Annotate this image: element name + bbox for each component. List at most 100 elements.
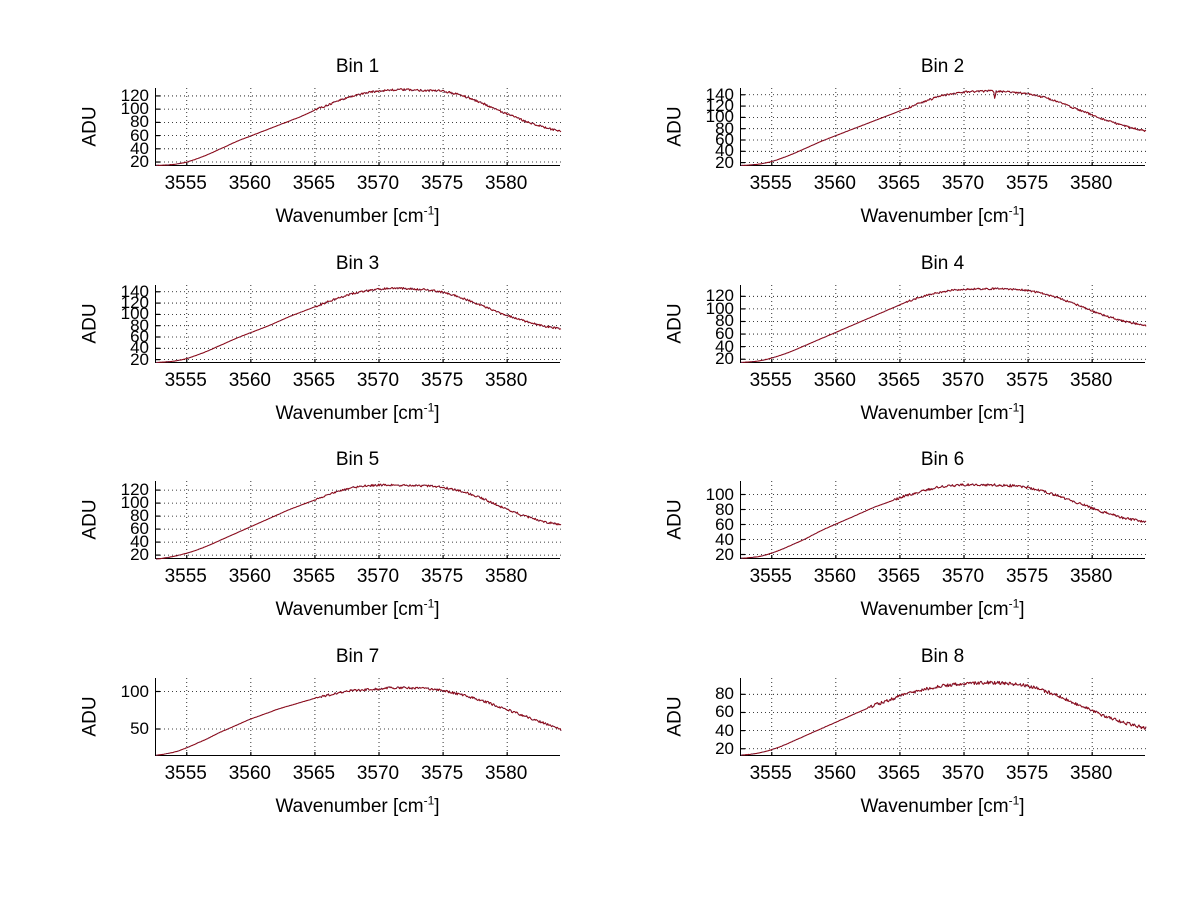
x-axis-label-bracket: ] [1019, 403, 1025, 424]
y-tick-label: 60 [715, 702, 734, 722]
tick-marks [156, 291, 508, 363]
spectrum-trace-overlay [155, 286, 562, 363]
grid-lines [156, 88, 561, 166]
x-tick-label: 3555 [164, 370, 207, 391]
spectrum-trace [155, 88, 562, 166]
y-tick-label: 80 [715, 499, 734, 519]
y-tick-label: 40 [715, 141, 734, 161]
subplot-title: Bin 6 [920, 449, 965, 470]
y-axis-label: ADU [79, 303, 101, 344]
y-axis-label: ADU [664, 499, 686, 540]
x-tick-label: 3575 [420, 173, 464, 194]
x-axis-label-exponent: -1 [423, 793, 435, 808]
plot-area [740, 678, 1147, 756]
y-tick-label: 60 [130, 125, 149, 145]
x-tick-label: 3570 [941, 566, 985, 587]
spectrum-trace-overlay [155, 686, 562, 756]
plot-area [740, 285, 1147, 363]
y-tick-label: 40 [130, 338, 149, 358]
spectrum-plot [740, 678, 1147, 756]
y-tick-label: 50 [130, 719, 149, 738]
spectrum-trace [155, 483, 562, 560]
y-tick-label: 100 [705, 298, 734, 318]
y-tick-label: 20 [130, 152, 149, 172]
spectrum-plot [740, 481, 1147, 559]
y-tick-label: 80 [715, 684, 734, 704]
subplot-title: Bin 1 [335, 56, 380, 77]
y-tick-label: 80 [715, 118, 734, 138]
spectrum-trace [740, 483, 1147, 559]
x-tick-label: 3570 [941, 370, 985, 391]
y-tick-label: 60 [715, 130, 734, 149]
subplot-title: Bin 2 [920, 56, 965, 77]
y-tick-label: 120 [120, 480, 149, 500]
spectrum-trace [740, 287, 1147, 363]
y-tick-label: 40 [130, 532, 149, 552]
x-tick-label: 3580 [485, 763, 528, 784]
tick-marks [741, 693, 1093, 756]
tick-marks [741, 295, 1093, 363]
x-tick-label: 3570 [941, 173, 985, 194]
x-axis-label-text: Wavenumber [cm [860, 796, 1009, 817]
y-tick-label: 20 [715, 349, 734, 369]
spectrum-trace-overlay [740, 482, 1147, 559]
x-tick-label: 3570 [356, 566, 400, 587]
y-tick-label: 20 [130, 349, 149, 369]
grid-lines [741, 88, 1146, 166]
x-axis-label-text: Wavenumber [cm [275, 403, 424, 424]
x-tick-label: 3560 [228, 173, 271, 194]
y-tick-label: 80 [130, 112, 149, 132]
y-tick-label: 120 [705, 96, 734, 116]
x-axis-label-text: Wavenumber [cm [275, 206, 424, 227]
spectrum-plot [155, 678, 562, 756]
plot-area [155, 285, 562, 364]
x-tick-label: 3565 [292, 763, 336, 784]
y-axis-label: ADU [664, 303, 686, 344]
x-tick-label: 3575 [420, 763, 464, 784]
x-tick-label: 3570 [356, 763, 400, 784]
y-tick-label: 80 [715, 311, 734, 331]
x-axis-label-bracket: ] [1019, 599, 1025, 620]
y-axis-label: ADU [664, 106, 686, 147]
x-tick-label: 3575 [420, 370, 464, 391]
subplot-title: Bin 5 [335, 449, 380, 470]
x-axis-label-exponent: -1 [1008, 203, 1020, 218]
x-axis-label: Wavenumber [cm-1] [155, 205, 560, 227]
subplot-panel-3: Bin 3 20 40 60 80 100 120 140 3555 3560 3565 3570 35… [45, 253, 580, 461]
x-tick-label: 3560 [813, 566, 856, 587]
x-axis-label-text: Wavenumber [cm [860, 206, 1009, 227]
y-axis-label: ADU [79, 499, 101, 540]
x-axis-label-text: Wavenumber [cm [860, 403, 1009, 424]
x-tick-label: 3570 [356, 173, 400, 194]
plot-area [740, 481, 1147, 559]
y-axis-label: ADU [79, 696, 101, 737]
x-tick-label: 3560 [228, 370, 271, 391]
x-tick-label: 3575 [1005, 173, 1049, 194]
x-axis-label-bracket: ] [434, 206, 440, 227]
x-tick-label: 3555 [749, 763, 792, 784]
y-tick-label: 60 [715, 514, 734, 534]
x-axis-label-exponent: -1 [1008, 793, 1020, 808]
x-tick-label: 3560 [813, 763, 856, 784]
x-tick-label: 3575 [1005, 566, 1049, 587]
subplot-panel-2: Bin 2 20 40 60 80 100 120 140 3555 3560 3565 3570 35… [630, 56, 1165, 264]
x-tick-label: 3580 [1070, 566, 1113, 587]
x-tick-label: 3575 [1005, 763, 1049, 784]
y-tick-label: 20 [715, 738, 734, 758]
x-tick-label: 3555 [164, 173, 207, 194]
y-tick-label: 20 [715, 544, 734, 564]
x-axis-label: Wavenumber [cm-1] [740, 793, 1145, 817]
x-tick-label: 3565 [877, 173, 921, 194]
y-tick-label: 80 [130, 315, 149, 335]
spectrum-trace [740, 89, 1147, 166]
tick-marks [156, 690, 508, 756]
y-tick-label: 100 [120, 493, 149, 513]
grid-lines [156, 481, 561, 559]
spectrum-trace [155, 287, 562, 364]
x-tick-label: 3565 [877, 370, 921, 391]
spectrum-plot [155, 481, 562, 560]
x-tick-label: 3560 [228, 566, 271, 587]
x-tick-label: 3555 [164, 763, 207, 784]
x-axis-label-text: Wavenumber [cm [275, 796, 424, 817]
x-tick-label: 3560 [228, 763, 271, 784]
